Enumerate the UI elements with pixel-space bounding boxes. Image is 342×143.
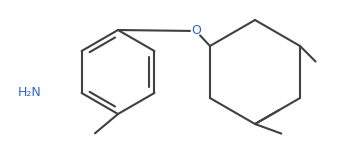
- Text: O: O: [191, 24, 201, 37]
- Text: H₂N: H₂N: [18, 87, 42, 100]
